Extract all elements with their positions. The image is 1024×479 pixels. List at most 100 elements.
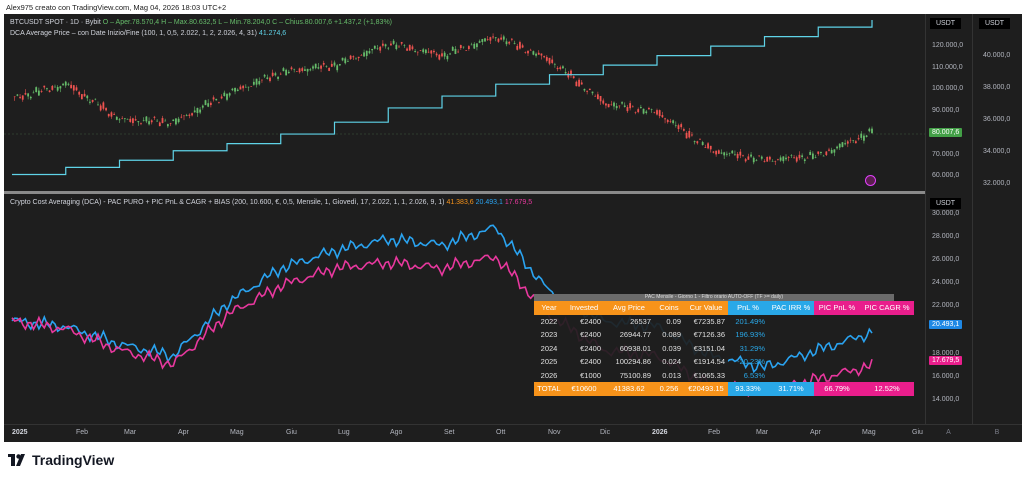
table-cell: 2023: [534, 328, 564, 342]
candle-body: [484, 38, 486, 42]
alert-icon[interactable]: [865, 175, 876, 186]
value-line-blue[interactable]: [11, 224, 873, 374]
candle-body: [696, 141, 699, 144]
candle-body: [551, 59, 554, 63]
time-axis[interactable]: 2025 Feb Mar Apr Mag Giu Lug Ago Set Ott Nov Dic 202…: [4, 424, 925, 442]
cca-indicator-label[interactable]: Crypto Cost Averaging (DCA) - PAC PURO +…: [10, 199, 445, 206]
candle-body: [758, 155, 761, 157]
dca-indicator-value: 41.274,6: [258, 30, 287, 37]
table-cell: €2400: [564, 314, 604, 328]
candle-body: [828, 149, 830, 151]
candle-body: [392, 40, 395, 44]
candle-body: [505, 41, 508, 45]
candle-body: [220, 96, 223, 99]
candle-body: [266, 77, 269, 79]
candle-body: [677, 125, 680, 130]
table-cell: 2022: [534, 314, 564, 328]
candle-body: [261, 79, 263, 81]
candle-body: [548, 57, 551, 64]
candle-body: [344, 58, 347, 64]
table-cell: [814, 355, 860, 369]
table-cell: [814, 369, 860, 383]
price-chart[interactable]: [4, 14, 925, 191]
candle-body: [446, 55, 449, 60]
indicator-tick: 16.000,0: [932, 373, 960, 380]
usdt-currency-label[interactable]: USDT: [930, 18, 962, 29]
candle-body: [140, 123, 142, 125]
candle-body: [212, 97, 215, 100]
usdt-currency-label-bottom[interactable]: USDT: [930, 198, 962, 209]
pink-value-tag: 17.679,5: [929, 356, 963, 365]
table-total-row: TOTAL €10600 41383.62 0.256 €20493.15 93.33% 3…: [534, 382, 914, 396]
table-cell: 0.039: [654, 341, 684, 355]
candle-body: [553, 63, 556, 65]
candle-body: [368, 51, 371, 54]
candle-body: [325, 66, 328, 67]
candle-body: [16, 94, 19, 96]
candle-body: [540, 53, 543, 56]
price-tick: 70.000,0: [932, 151, 960, 158]
candle-body: [37, 90, 40, 96]
dca-indicator-label[interactable]: DCA Average Price – con Date Inizio/Fine…: [10, 30, 257, 37]
candle-body: [185, 115, 188, 116]
auto-scale-button[interactable]: A: [925, 424, 972, 442]
candle-body: [99, 105, 102, 111]
indicator-tick: 22.000,0: [932, 302, 960, 309]
secondary-scale-button[interactable]: B: [972, 424, 1022, 442]
candle-body: [443, 52, 446, 57]
table-cell: 2025: [534, 355, 564, 369]
table-row: 2023 €2400 26944.77 0.089 €7126.36 196.93%: [534, 328, 914, 342]
candle-body: [67, 83, 70, 85]
table-cell: [768, 315, 814, 329]
candle-body: [330, 63, 333, 67]
candle-body: [419, 50, 422, 51]
secondary-price-axis[interactable]: USDT 40.000,0 38.000,0 36.000,0 34.000,0…: [972, 14, 1022, 424]
candle-body: [199, 109, 202, 113]
table-row: 2024 €2400 60938.01 0.039 €3151.04 31.29%: [534, 341, 914, 356]
candle-body: [250, 86, 253, 87]
symbol-label[interactable]: BTCUSDT SPOT · 1D · Bybit: [10, 19, 101, 26]
candle-body: [868, 128, 871, 132]
table-cell: 196.93%: [735, 330, 765, 340]
candle-body: [637, 109, 640, 113]
candle-body: [336, 65, 339, 71]
candle-body: [183, 115, 185, 117]
candle-body: [836, 146, 838, 149]
candle-body: [833, 149, 836, 153]
candle-body: [820, 151, 822, 154]
indicator-tick: 30.000,0: [932, 210, 960, 217]
candle-body: [169, 123, 172, 124]
time-tick: Giu: [286, 429, 297, 436]
candle-body: [51, 85, 54, 90]
candle-body: [355, 58, 357, 60]
candle-body: [610, 104, 613, 106]
candle-body: [293, 68, 296, 70]
table-cell: [768, 369, 814, 383]
candle-body: [664, 118, 666, 120]
candle-body: [707, 143, 709, 149]
candle-body: [32, 92, 35, 94]
candle-body: [790, 155, 793, 156]
table-cell: €7235.87: [684, 314, 728, 328]
candle-body: [97, 104, 99, 106]
time-tick: Dic: [600, 429, 611, 436]
candle-body: [107, 113, 110, 117]
table-cell: [860, 355, 914, 369]
candle-body: [70, 84, 73, 89]
candle-body: [583, 88, 586, 91]
table-cell: €2400: [564, 341, 604, 355]
candle-body: [56, 86, 59, 91]
table-cell: [814, 342, 860, 356]
candle-body: [207, 103, 210, 107]
pane-divider[interactable]: [4, 191, 1022, 194]
candle-body: [785, 157, 787, 160]
price-axis[interactable]: USDT 120.000,0 110.000,0 100.000,0 90.00…: [925, 14, 972, 424]
tradingview-logo[interactable]: TradingView: [8, 452, 114, 468]
candle-body: [771, 161, 774, 162]
dca-average-line[interactable]: [12, 20, 873, 176]
candle-body: [40, 91, 43, 92]
usdt-currency-label-secondary[interactable]: USDT: [979, 18, 1011, 29]
price-pane[interactable]: BTCUSDT SPOT · 1D · Bybit O – Aper.78.57…: [4, 14, 925, 191]
candle-body: [728, 152, 731, 154]
candle-body: [513, 42, 516, 44]
